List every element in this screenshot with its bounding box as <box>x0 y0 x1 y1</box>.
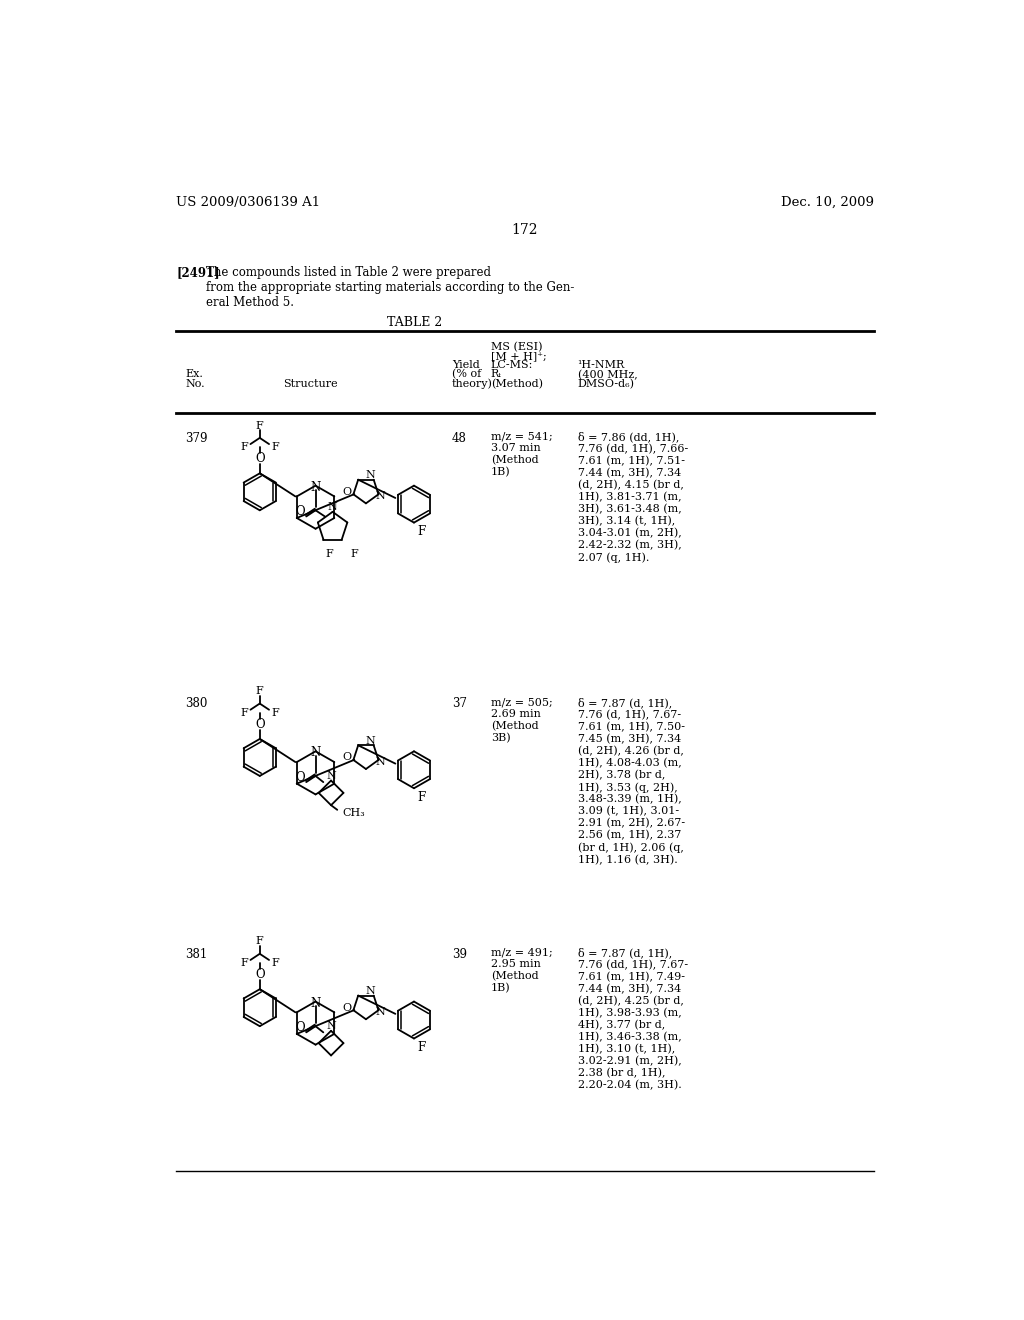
Text: δ = 7.87 (d, 1H),
7.76 (dd, 1H), 7.67-
7.61 (m, 1H), 7.49-
7.44 (m, 3H), 7.34
(d: δ = 7.87 (d, 1H), 7.76 (dd, 1H), 7.67- 7… <box>578 948 688 1090</box>
Text: TABLE 2: TABLE 2 <box>387 315 442 329</box>
Text: 37: 37 <box>452 697 467 710</box>
Text: N: N <box>310 746 321 759</box>
Text: N: N <box>328 502 338 512</box>
Text: F: F <box>418 525 426 539</box>
Text: F: F <box>350 549 358 558</box>
Text: (Method): (Method) <box>490 379 543 389</box>
Text: Ex.: Ex. <box>185 370 203 379</box>
Text: O: O <box>295 771 305 784</box>
Text: F: F <box>271 708 280 718</box>
Text: O: O <box>295 1022 305 1035</box>
Text: Rₜ: Rₜ <box>490 370 502 379</box>
Text: N: N <box>327 771 336 781</box>
Text: (400 MHz,: (400 MHz, <box>578 370 637 380</box>
Text: The compounds listed in Table 2 were prepared
from the appropriate starting mate: The compounds listed in Table 2 were pre… <box>206 267 573 309</box>
Text: 379: 379 <box>185 432 208 445</box>
Text: F: F <box>256 936 263 946</box>
Text: Structure: Structure <box>283 379 338 388</box>
Text: m/z = 505;
2.69 min
(Method
3B): m/z = 505; 2.69 min (Method 3B) <box>490 697 553 743</box>
Text: (% of: (% of <box>452 370 481 380</box>
Text: N: N <box>375 758 385 767</box>
Text: N: N <box>310 480 321 494</box>
Text: O: O <box>343 487 352 496</box>
Text: 48: 48 <box>452 432 467 445</box>
Text: LC-MS:: LC-MS: <box>490 360 534 370</box>
Text: US 2009/0306139 A1: US 2009/0306139 A1 <box>176 195 321 209</box>
Text: N: N <box>327 1022 336 1031</box>
Text: N: N <box>366 986 376 995</box>
Text: O: O <box>255 453 264 465</box>
Text: O: O <box>255 968 264 981</box>
Text: [M + H]⁺;: [M + H]⁺; <box>490 351 547 360</box>
Text: δ = 7.87 (d, 1H),
7.76 (d, 1H), 7.67-
7.61 (m, 1H), 7.50-
7.45 (m, 3H), 7.34
(d,: δ = 7.87 (d, 1H), 7.76 (d, 1H), 7.67- 7.… <box>578 697 685 865</box>
Text: F: F <box>241 442 248 453</box>
Text: Dec. 10, 2009: Dec. 10, 2009 <box>780 195 873 209</box>
Text: F: F <box>241 708 248 718</box>
Text: 172: 172 <box>512 223 538 238</box>
Text: CH₃: CH₃ <box>342 808 365 818</box>
Text: O: O <box>255 718 264 731</box>
Text: δ = 7.86 (dd, 1H),
7.76 (dd, 1H), 7.66-
7.61 (m, 1H), 7.51-
7.44 (m, 3H), 7.34
(: δ = 7.86 (dd, 1H), 7.76 (dd, 1H), 7.66- … <box>578 432 688 562</box>
Text: N: N <box>366 470 376 480</box>
Text: N: N <box>310 997 321 1010</box>
Text: F: F <box>241 958 248 968</box>
Text: N: N <box>375 491 385 502</box>
Text: F: F <box>326 549 333 558</box>
Text: MS (ESI): MS (ESI) <box>490 342 542 352</box>
Text: O: O <box>343 752 352 763</box>
Text: F: F <box>271 442 280 453</box>
Text: DMSO-d₆): DMSO-d₆) <box>578 379 635 389</box>
Text: 39: 39 <box>452 948 467 961</box>
Text: O: O <box>343 1003 352 1012</box>
Text: No.: No. <box>185 379 205 388</box>
Text: F: F <box>256 686 263 696</box>
Text: theory): theory) <box>452 379 493 389</box>
Text: [2491]: [2491] <box>176 267 220 280</box>
Text: F: F <box>418 791 426 804</box>
Text: 380: 380 <box>185 697 208 710</box>
Text: N: N <box>366 735 376 746</box>
Text: m/z = 491;
2.95 min
(Method
1B): m/z = 491; 2.95 min (Method 1B) <box>490 948 553 993</box>
Text: F: F <box>418 1041 426 1055</box>
Text: ¹H-NMR: ¹H-NMR <box>578 360 625 370</box>
Text: O: O <box>295 506 305 519</box>
Text: N: N <box>375 1007 385 1018</box>
Text: F: F <box>271 958 280 968</box>
Text: Yield: Yield <box>452 360 479 370</box>
Text: 381: 381 <box>185 948 208 961</box>
Text: m/z = 541;
3.07 min
(Method
1B): m/z = 541; 3.07 min (Method 1B) <box>490 432 553 478</box>
Text: F: F <box>256 421 263 430</box>
